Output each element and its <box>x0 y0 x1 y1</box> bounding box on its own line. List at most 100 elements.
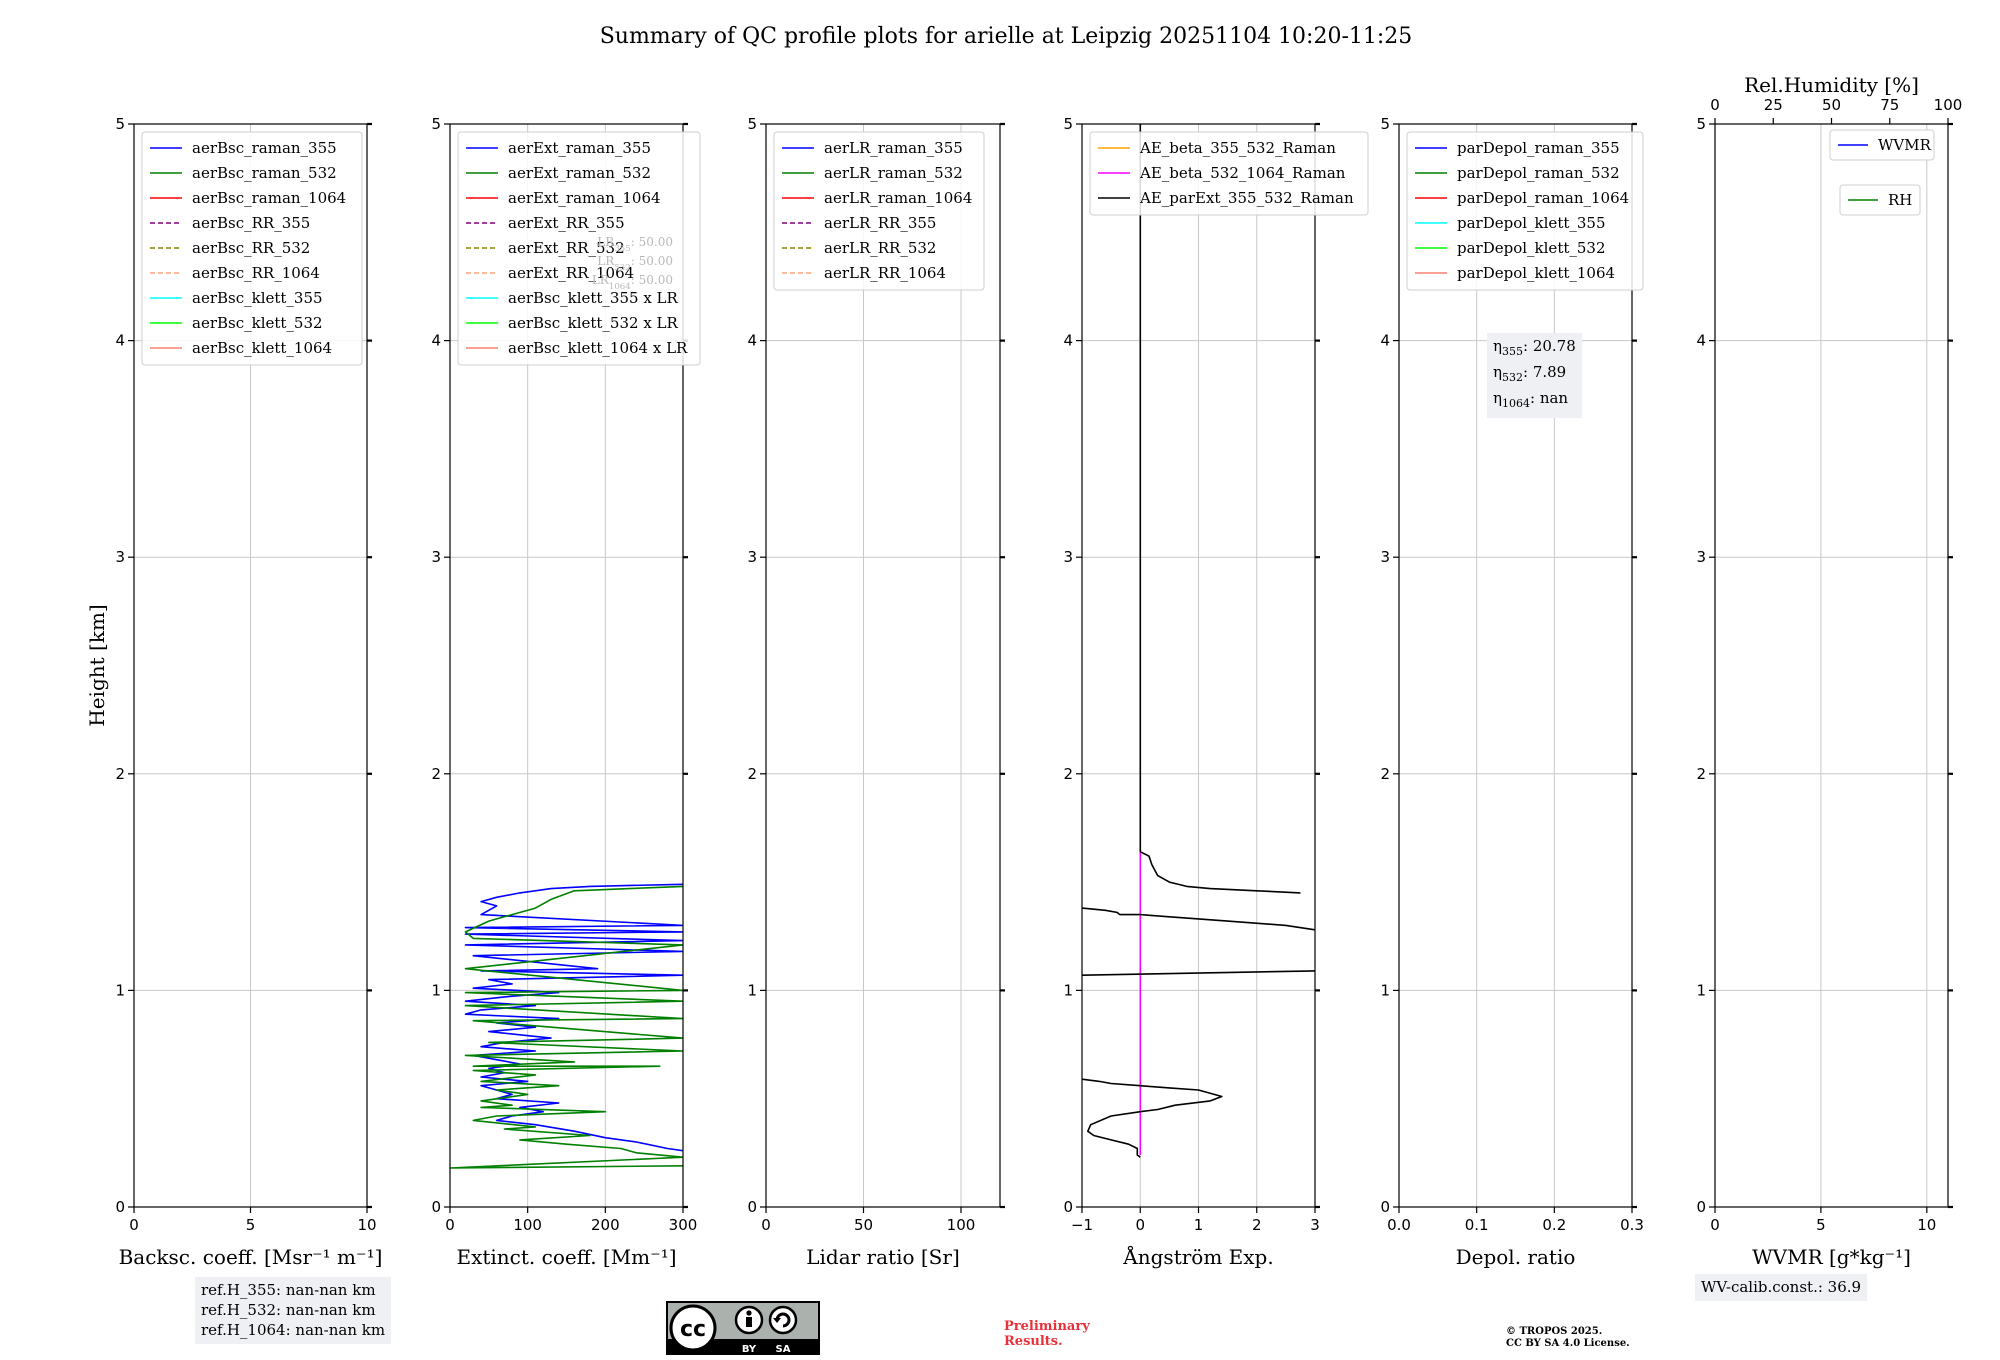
by-label: BY <box>742 1344 757 1355</box>
ref-h-1064-note: ref.H_1064: nan-nan km <box>201 1321 386 1339</box>
eta-1064-note: η1064: nan <box>1493 389 1569 410</box>
legend-label: aerBsc_klett_532 <box>192 314 323 332</box>
x-tick-label: 0.2 <box>1542 1216 1566 1234</box>
y-tick-label: 0 <box>431 1198 441 1216</box>
top-axis-label: Rel.Humidity [%] <box>1744 73 1919 97</box>
x-tick-label: 50 <box>854 1216 873 1234</box>
legend-label: parDepol_raman_1064 <box>1457 189 1629 207</box>
x-tick-label: 0.0 <box>1387 1216 1411 1234</box>
series-line-aerExt_raman_532 <box>450 885 683 1169</box>
legend-label: aerExt_raman_532 <box>508 164 651 182</box>
y-tick-label: 1 <box>1063 981 1073 999</box>
series-line-aerExt_raman_355 <box>464 883 683 1152</box>
x-tick-label: 200 <box>591 1216 620 1234</box>
y-tick-label: 3 <box>1063 548 1073 566</box>
legend-label: aerBsc_raman_355 <box>192 139 337 157</box>
y-tick-label: 3 <box>115 548 125 566</box>
y-tick-label: 0 <box>1696 1198 1706 1216</box>
eta-355-note: η355: 20.78 <box>1493 337 1576 358</box>
reference-height-box: ref.H_355: nan-nan km ref.H_532: nan-nan… <box>195 1277 392 1344</box>
x-tick-label: 10 <box>357 1216 376 1234</box>
y-tick-label: 4 <box>747 332 757 350</box>
y-tick-label: 5 <box>1063 115 1073 133</box>
top-tick-label: 75 <box>1880 96 1899 114</box>
y-tick-label: 2 <box>747 765 757 783</box>
y-tick-label: 1 <box>115 981 125 999</box>
top-tick-label: 0 <box>1710 96 1720 114</box>
axes-frame <box>765 123 1001 1208</box>
legend-label: aerExt_raman_1064 <box>508 189 661 207</box>
y-tick-label: 4 <box>431 332 441 350</box>
x-axis-label: Lidar ratio [Sr] <box>806 1245 960 1269</box>
axes-frame <box>1714 123 1949 1208</box>
y-tick-label: 0 <box>115 1198 125 1216</box>
x-axis-label: Depol. ratio <box>1456 1245 1576 1269</box>
series-line-AE_parExt_355_532_Raman <box>1082 1078 1223 1158</box>
top-tick-label: 50 <box>1822 96 1841 114</box>
legend-label: WVMR <box>1878 136 1932 154</box>
series-line-AE_parExt_355_532_Raman <box>1082 907 1315 931</box>
legend-label: parDepol_klett_355 <box>1457 214 1606 232</box>
panel-depolarization: 0 1 2 3 4 5 0.0 0.1 0.2 0.3 Depol. ratio parDepol_r… <box>1380 115 1643 1269</box>
x-tick-label: 300 <box>669 1216 698 1234</box>
y-tick-label: 0 <box>1063 1198 1073 1216</box>
y-tick-label: 3 <box>1696 548 1706 566</box>
y-tick-label: 4 <box>1696 332 1706 350</box>
legend-label: aerBsc_raman_532 <box>192 164 337 182</box>
x-tick-label: 0 <box>1135 1216 1145 1234</box>
x-tick-label: 0 <box>1710 1216 1720 1234</box>
legend-label: aerLR_RR_532 <box>824 239 936 257</box>
cc-logo-text: cc <box>680 1317 706 1342</box>
legend-label: aerExt_RR_532 <box>508 239 625 257</box>
legend-label: aerLR_raman_355 <box>824 139 963 157</box>
y-tick-label: 1 <box>747 981 757 999</box>
y-tick-label: 5 <box>115 115 125 133</box>
legend-label: aerBsc_klett_355 x LR <box>508 289 679 307</box>
y-tick-label: 2 <box>115 765 125 783</box>
series-group <box>1082 124 1315 1158</box>
sa-share-alike-icon <box>768 1305 798 1335</box>
legend-box <box>1829 129 1935 161</box>
x-axis-label: WVMR [g*kg⁻¹] <box>1752 1245 1911 1269</box>
legend-label: parDepol_raman_532 <box>1457 164 1620 182</box>
eta-532-note: η532: 7.89 <box>1493 363 1567 384</box>
legend-box <box>1089 131 1369 216</box>
legend-label: AE_beta_532_1064_Raman <box>1139 164 1346 182</box>
legend-box <box>1839 184 1921 216</box>
wv-calib-note: WV-calib.const.: 36.9 <box>1701 1278 1862 1296</box>
top-tick-label: 100 <box>1934 96 1963 114</box>
y-tick-label: 1 <box>431 981 441 999</box>
legend-box <box>1406 131 1644 291</box>
y-tick-label: 5 <box>1696 115 1706 133</box>
panel-extinction: 0 1 2 3 4 5 0 100 200 300 Extinct. coeff. [Mm⁻¹] ae… <box>431 115 701 1269</box>
x-tick-label: 5 <box>1816 1216 1826 1234</box>
copyright-note: © TROPOS 2025. CC BY SA 4.0 License. <box>1506 1326 1630 1349</box>
legend-label: aerBsc_klett_1064 <box>192 339 332 357</box>
x-tick-label: 1 <box>1194 1216 1204 1234</box>
legend-box <box>141 131 363 366</box>
x-axis-label: Ångström Exp. <box>1122 1244 1273 1269</box>
legend-label: parDepol_klett_1064 <box>1457 264 1615 282</box>
panel-backscatter: 0 1 2 3 4 5 0 5 10 Backsc. coeff. [Msr⁻¹ m⁻¹] Heig… <box>85 115 382 1269</box>
x-tick-label: 100 <box>513 1216 542 1234</box>
lidar-ratio-annotation: LR355: 50.00 <box>597 235 673 254</box>
y-tick-label: 1 <box>1380 981 1390 999</box>
legend-label: aerExt_raman_355 <box>508 139 651 157</box>
legend-label: aerBsc_RR_532 <box>192 239 310 257</box>
depol-eta-box: η355: 20.78 η532: 7.89 η1064: nan <box>1487 333 1582 418</box>
y-axis-label: Height [km] <box>85 604 109 726</box>
y-tick-label: 2 <box>1063 765 1073 783</box>
cc-by-sa-license-badge: cc BY SA <box>666 1301 820 1355</box>
y-tick-label: 4 <box>1063 332 1073 350</box>
legend-label: aerBsc_klett_355 <box>192 289 323 307</box>
wv-calibration-box: WV-calib.const.: 36.9 <box>1695 1274 1868 1301</box>
x-tick-label: 3 <box>1310 1216 1320 1234</box>
series-group <box>450 883 683 1169</box>
y-tick-label: 4 <box>115 332 125 350</box>
legend-label: aerBsc_RR_1064 <box>192 264 320 282</box>
y-tick-label: 3 <box>1380 548 1390 566</box>
cc-logo-circle <box>669 1304 717 1352</box>
series-line-AE_parExt_355_532_Raman <box>1139 851 1301 894</box>
legend-label: aerLR_raman_532 <box>824 164 963 182</box>
